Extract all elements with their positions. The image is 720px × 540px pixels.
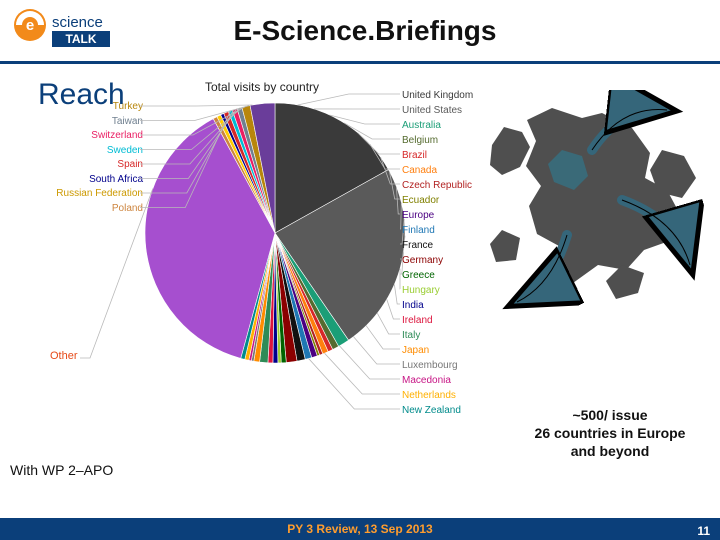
legend-left-poland: Poland [8,202,143,217]
stats-line-3: and beyond [510,442,710,460]
footer-text: PY 3 Review, 13 Sep 2013 [287,522,432,536]
logo: e science TALK [10,7,140,55]
logo-talk: TALK [65,32,96,46]
with-wp-label: With WP 2–APO [10,462,113,478]
legend-right-luxembourg: Luxembourg [402,358,532,373]
legend-right-macedonia: Macedonia [402,373,532,388]
legend-left-russian-federation: Russian Federation [8,187,143,202]
legend-right-italy: Italy [402,328,532,343]
logo-science: science [52,14,103,31]
stats-text: ~500/ issue 26 countries in Europe and b… [510,406,710,461]
pie-chart [140,98,410,368]
legend-left-turkey: Turkey [8,100,143,115]
logo-e: e [26,17,34,34]
legend-left-sweden: Sweden [8,144,143,159]
stats-line-2: 26 countries in Europe [510,424,710,442]
page-title: E-Science.Briefings [140,15,720,47]
legend-left-spain: Spain [8,158,143,173]
other-label: Other [50,350,78,362]
page-number: 11 [697,524,710,538]
content-area: Reach Total visits by country TurkeyTaiw… [0,70,720,506]
legend-left: TurkeyTaiwanSwitzerlandSwedenSpainSouth … [8,100,143,216]
legend-right-netherlands: Netherlands [402,388,532,403]
header-bar: e science TALK E-Science.Briefings [0,0,720,64]
chart-title: Total visits by country [205,80,319,94]
legend-left-taiwan: Taiwan [8,115,143,130]
footer-bar: PY 3 Review, 13 Sep 2013 11 [0,518,720,540]
legend-left-south-africa: South Africa [8,173,143,188]
europe-map [472,90,710,325]
legend-right-japan: Japan [402,343,532,358]
legend-left-switzerland: Switzerland [8,129,143,144]
stats-line-1: ~500/ issue [510,406,710,424]
map-land [490,108,696,299]
